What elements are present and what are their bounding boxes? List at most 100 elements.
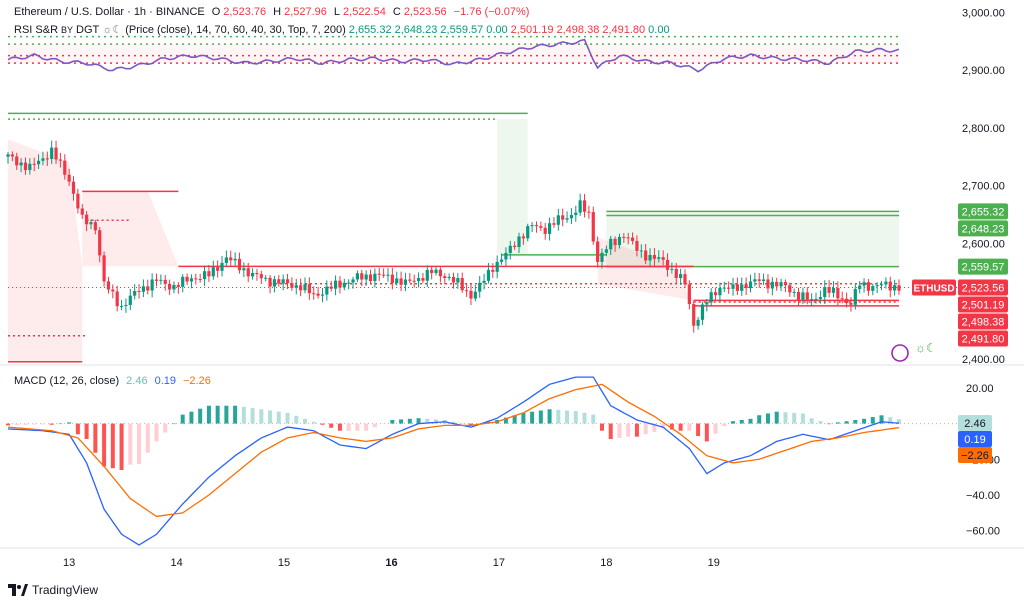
macd-axis-tag-label: 0.19 bbox=[964, 434, 985, 446]
macd-hist-bar bbox=[268, 410, 273, 424]
candle-body bbox=[465, 290, 469, 292]
candle-body bbox=[753, 279, 757, 282]
macd-hist-bar bbox=[460, 423, 465, 425]
candle-body bbox=[237, 258, 242, 271]
candle-body bbox=[792, 291, 796, 293]
rsi-line bbox=[7, 38, 900, 73]
candle-body bbox=[181, 276, 185, 287]
candle-body bbox=[665, 259, 670, 270]
candle-body bbox=[871, 286, 875, 291]
macd-hist-bar bbox=[652, 423, 657, 432]
tradingview-logo[interactable]: TradingView bbox=[8, 583, 98, 597]
candle-body bbox=[674, 268, 678, 279]
macd-hist-bar bbox=[250, 408, 255, 424]
macd-hist-bar bbox=[713, 423, 718, 434]
candle-body bbox=[246, 268, 250, 277]
macd-hist-bar bbox=[102, 423, 107, 467]
macd-hist-bar bbox=[163, 423, 168, 433]
candle-body bbox=[168, 283, 172, 290]
macd-hist-bar bbox=[888, 417, 893, 424]
candle-body bbox=[735, 284, 739, 291]
macd-line bbox=[7, 376, 900, 546]
candle-body bbox=[473, 291, 477, 299]
macd-hist-bar bbox=[687, 423, 692, 431]
candle-body bbox=[456, 278, 460, 283]
candle-body bbox=[325, 286, 329, 295]
macd-hist-bar bbox=[608, 423, 613, 440]
candle-body bbox=[307, 284, 311, 294]
price-axis-tag bbox=[958, 330, 1008, 347]
macd-hist-bar bbox=[128, 423, 133, 465]
candle-body bbox=[609, 238, 613, 250]
candle-body bbox=[696, 319, 700, 326]
candle-body bbox=[504, 252, 508, 260]
candle-body bbox=[447, 276, 451, 279]
candle-body bbox=[377, 273, 381, 275]
rsi-author: DGT bbox=[76, 23, 100, 36]
candle-body bbox=[574, 212, 578, 216]
macd-hist-bar bbox=[468, 423, 473, 426]
candle-body bbox=[600, 252, 604, 262]
low-value: 2,522.54 bbox=[343, 6, 386, 18]
candle-body bbox=[85, 214, 89, 225]
candle-body bbox=[176, 284, 180, 287]
price-tick-label: 2,600.00 bbox=[962, 238, 1005, 250]
macd-axis-tag bbox=[958, 415, 992, 431]
candle-body bbox=[744, 284, 748, 289]
sun-moon-icon: ☼☾ bbox=[102, 24, 123, 36]
macd-hist-bar bbox=[294, 415, 299, 424]
candle-body bbox=[329, 286, 333, 289]
macd-hist-bar bbox=[303, 418, 307, 424]
candle-body bbox=[355, 273, 360, 280]
macd-hist-bar bbox=[224, 405, 229, 424]
candle-body bbox=[255, 272, 259, 275]
candle-body bbox=[657, 257, 661, 259]
rsi-value-2: 2,648.23 bbox=[394, 23, 438, 36]
candle-body bbox=[578, 200, 582, 213]
candle-body bbox=[757, 279, 761, 281]
candle-body bbox=[272, 279, 277, 287]
high-label: H bbox=[273, 6, 282, 18]
candle-body bbox=[290, 283, 294, 288]
macd-hist-bar bbox=[58, 423, 63, 425]
time-tick-label: 14 bbox=[170, 557, 182, 569]
macd-hist-bar bbox=[696, 423, 701, 437]
price-axis-tag bbox=[958, 279, 1008, 296]
macd-hist-bar bbox=[451, 421, 456, 424]
candle-body bbox=[285, 279, 290, 284]
candle-body bbox=[561, 215, 565, 220]
candle-body bbox=[115, 291, 119, 307]
macd-axis-tag bbox=[958, 447, 992, 463]
candle-body bbox=[661, 257, 665, 260]
price-axis-tag bbox=[958, 203, 1008, 220]
candle-body bbox=[71, 181, 76, 194]
candle-body bbox=[875, 285, 879, 287]
candle-body bbox=[342, 282, 346, 288]
macd-hist-bar bbox=[145, 423, 150, 453]
candle-body bbox=[106, 281, 111, 290]
candle-body bbox=[805, 292, 809, 300]
candle-body bbox=[259, 274, 263, 279]
macd-hist-bar bbox=[198, 408, 203, 424]
price-axis-tag-label: 2,501.19 bbox=[962, 299, 1005, 311]
candle-body bbox=[242, 268, 246, 271]
macd-legend: MACD (12, 26, close) 2.46 0.19 −2.26 bbox=[14, 375, 211, 387]
macd-hist-bar bbox=[23, 423, 28, 425]
macd-hist-bar bbox=[765, 413, 770, 424]
candle-body bbox=[277, 279, 281, 284]
candle-body bbox=[718, 287, 722, 296]
macd-hist-bar bbox=[757, 415, 762, 424]
macd-hist-bar bbox=[84, 423, 89, 440]
alert-icon bbox=[891, 344, 909, 362]
candle-body bbox=[635, 240, 639, 251]
candle-body bbox=[119, 305, 124, 307]
macd-hist-bar bbox=[416, 418, 421, 424]
candle-body bbox=[670, 268, 674, 270]
close-value: 2,523.56 bbox=[403, 6, 447, 18]
rsi-by: BY bbox=[61, 24, 74, 35]
candle-body bbox=[333, 280, 338, 289]
price-tick-label: 3,000.00 bbox=[962, 7, 1005, 19]
macd-hist-bar bbox=[75, 423, 80, 435]
macd-axis-tag bbox=[958, 431, 992, 447]
